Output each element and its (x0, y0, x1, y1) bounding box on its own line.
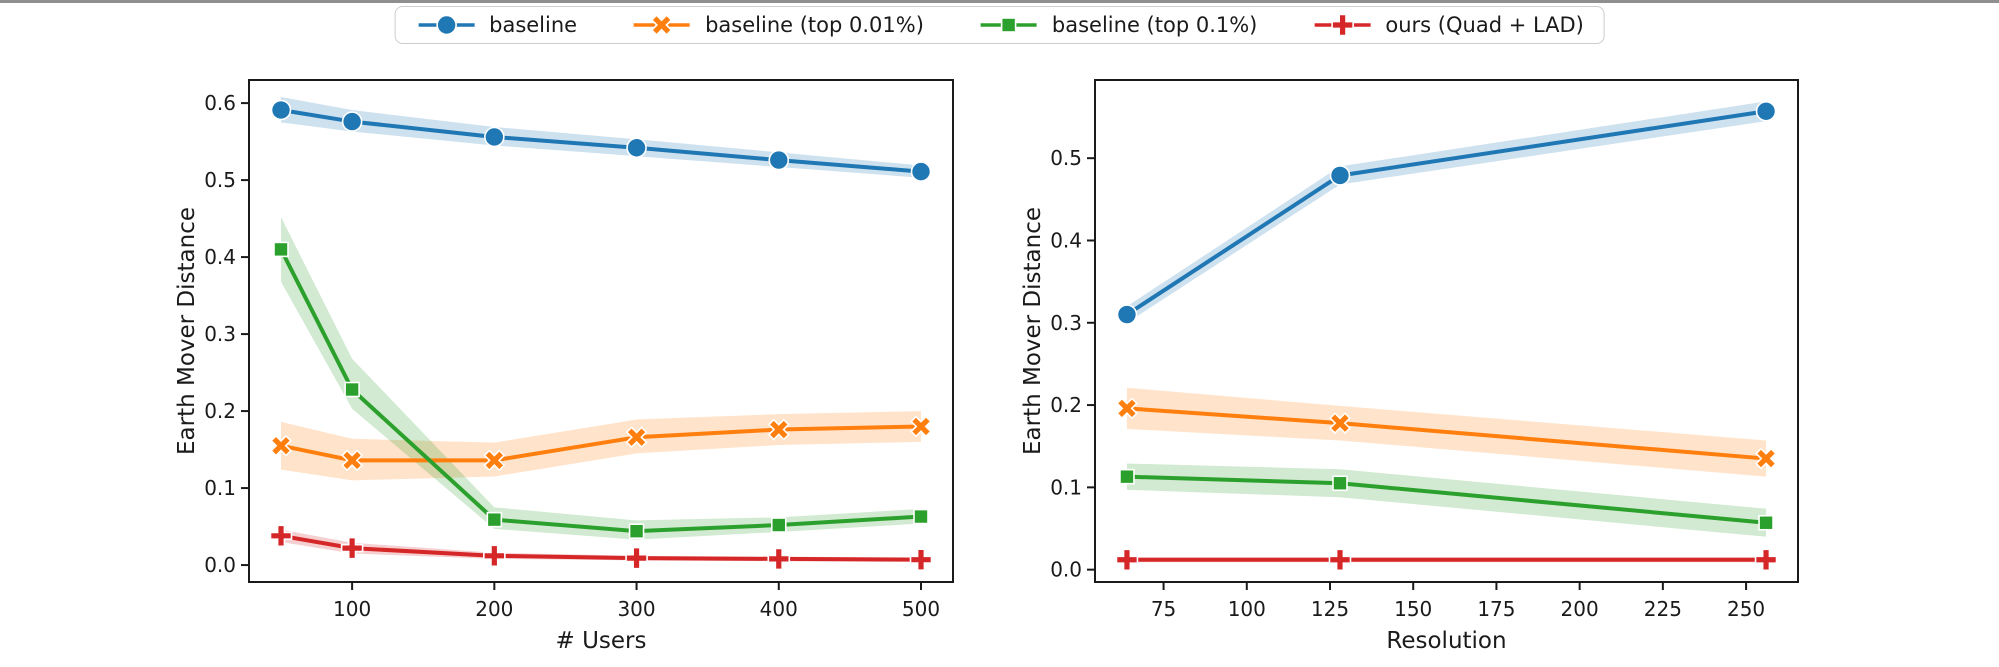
x-marker (341, 449, 364, 472)
square-marker (628, 523, 645, 539)
y-tick-label: 0.0 (1050, 558, 1082, 582)
x-marker (1115, 397, 1138, 420)
square-marker (273, 241, 289, 258)
y-tick-label: 0.1 (204, 476, 236, 500)
y-tick-label: 0.5 (1050, 146, 1082, 170)
right-chart: 75 100 125 150 175 200 225 250 0.0 0.1 0.2 0.3 0.4 0.… (1020, 79, 1799, 654)
x-marker (651, 14, 674, 36)
x-tick-label: 250 (1727, 597, 1765, 621)
circle-marker (1329, 165, 1351, 186)
x-tick-label: 150 (1394, 597, 1432, 621)
plus-marker (269, 524, 293, 548)
y-axis-label: Earth Mover Distance (174, 207, 200, 455)
square-marker (1758, 514, 1774, 531)
circle-marker (270, 99, 292, 121)
confidence-band (1126, 463, 1767, 537)
circle-marker (1755, 100, 1777, 122)
x-tick-label: 300 (617, 597, 655, 621)
legend-item-baseline: baseline (415, 13, 577, 37)
series-line (279, 424, 923, 463)
plus-marker (340, 536, 364, 560)
x-marker (1329, 412, 1351, 435)
y-tick-label: 0.4 (204, 245, 236, 269)
x-axis-label: # Users (556, 628, 647, 654)
legend-item-label: baseline (top 0.01%) (705, 13, 924, 37)
left-chart: 100 200 300 400 500 0.0 0.1 0.2 0.3 0.4 0.5 0.6 # Us… (174, 79, 954, 654)
x-axis-label: Resolution (1386, 628, 1506, 654)
legend-item-baseline-top-01: baseline (top 0.1%) (978, 13, 1257, 37)
ours-quad-lad-marker-icon (1314, 13, 1371, 37)
plus-marker (767, 547, 791, 571)
y-tick-label: 0.3 (204, 322, 236, 346)
y-tick-label: 0.2 (204, 399, 236, 423)
axes-spines (1094, 79, 1799, 583)
circle-marker (768, 149, 790, 171)
legend: baseline baseline (top 0.01%) baseline (… (394, 6, 1605, 44)
baseline-marker-icon (418, 14, 475, 36)
y-tick-label: 0.3 (1050, 311, 1082, 335)
legend-item-label: baseline (top 0.1%) (1051, 13, 1258, 37)
x-marker (483, 449, 506, 472)
plus-marker (1328, 548, 1352, 572)
legend-item-ours-quad-lad: ours (Quad + LAD) (1311, 13, 1584, 37)
x-marker (270, 434, 292, 457)
plus-marker (625, 546, 648, 570)
y-tick-label: 0.0 (204, 553, 236, 577)
x-tick-label: 100 (1228, 597, 1266, 621)
x-tick-label: 100 (333, 597, 371, 621)
circle-marker (484, 126, 505, 148)
y-tick-label: 0.6 (204, 91, 236, 115)
x-marker (1755, 447, 1778, 470)
x-tick-label: 200 (1561, 597, 1599, 621)
square-marker (344, 381, 360, 398)
x-tick-label: 200 (475, 597, 513, 621)
x-marker (625, 426, 648, 449)
axes-spines (248, 79, 954, 583)
square-marker (1001, 17, 1017, 33)
circle-marker (626, 137, 647, 159)
plus-marker (909, 548, 933, 571)
y-axis-label: Earth Mover Distance (1020, 207, 1046, 455)
baseline-top-01-marker-icon (980, 17, 1037, 33)
circle-marker (341, 111, 363, 132)
square-marker (486, 511, 503, 528)
square-marker (913, 508, 929, 525)
x-tick-label: 400 (760, 597, 798, 621)
y-tick-label: 0.1 (1050, 475, 1082, 499)
square-marker (770, 517, 787, 533)
circle-marker (910, 161, 932, 182)
x-tick-label: 500 (902, 597, 940, 621)
square-marker (1332, 475, 1348, 492)
plus-marker (1754, 548, 1778, 572)
baseline-top-001-marker-icon (634, 14, 691, 36)
square-marker (1119, 468, 1135, 485)
legend-item-label: ours (Quad + LAD) (1385, 13, 1584, 37)
x-marker (910, 415, 932, 438)
x-tick-label: 75 (1151, 597, 1176, 621)
plus-marker (1331, 13, 1354, 37)
y-tick-label: 0.2 (1050, 393, 1082, 417)
window-top-edge (0, 0, 1999, 3)
confidence-band (1126, 101, 1767, 323)
legend-item-baseline-top-001: baseline (top 0.01%) (631, 13, 924, 37)
plus-marker (483, 544, 506, 568)
plus-marker (1115, 548, 1139, 572)
legend-item-label: baseline (489, 13, 578, 37)
circle-marker (435, 14, 457, 36)
y-tick-label: 0.4 (1050, 228, 1082, 252)
y-tick-label: 0.5 (204, 168, 236, 192)
circle-marker (1116, 304, 1138, 325)
series-line (279, 533, 923, 562)
x-tick-label: 125 (1311, 597, 1349, 621)
series-line (279, 108, 923, 174)
confidence-band (281, 411, 921, 481)
x-tick-label: 225 (1644, 597, 1682, 621)
x-tick-label: 175 (1477, 597, 1515, 621)
confidence-band (281, 217, 921, 540)
series-line (279, 247, 923, 534)
x-marker (767, 418, 790, 441)
series-line (1124, 109, 1769, 317)
